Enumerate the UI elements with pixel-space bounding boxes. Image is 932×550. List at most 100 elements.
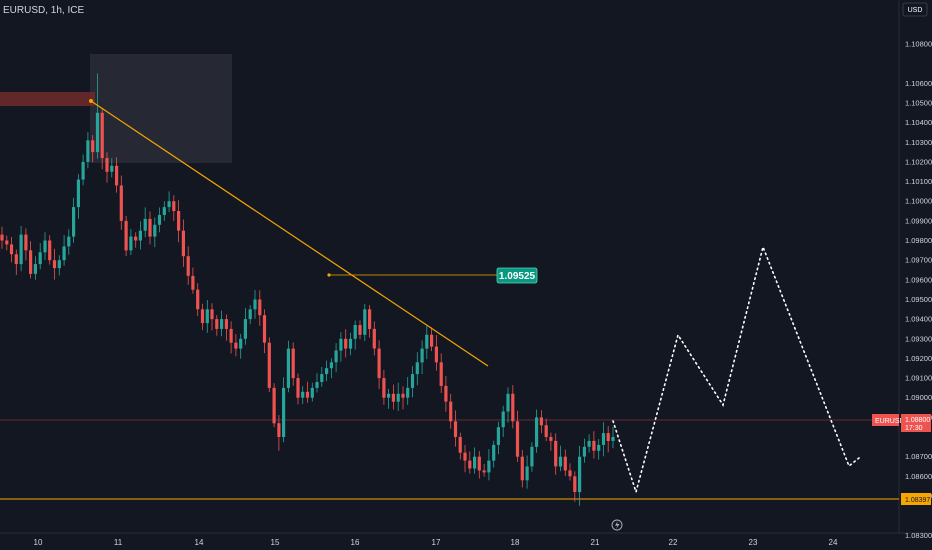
candle-body <box>334 350 338 363</box>
price-axis-label: 1.08600 <box>905 472 932 481</box>
candle-body <box>582 446 586 457</box>
candle-body <box>597 444 601 451</box>
candle-body <box>191 275 195 290</box>
price-axis-label: 1.09900 <box>905 216 932 225</box>
price-axis-label: 1.08300 <box>905 531 932 540</box>
candle-body <box>115 165 119 186</box>
candle-body <box>539 417 543 426</box>
candles-group <box>0 73 615 506</box>
candle-body <box>420 348 424 363</box>
supply-zone[interactable] <box>0 92 95 106</box>
candle-body <box>573 476 577 492</box>
candle-body <box>272 387 276 424</box>
time-axis-label: 15 <box>271 538 280 547</box>
candle-body <box>511 393 515 422</box>
candle-body <box>535 417 539 447</box>
candle-body <box>563 456 567 471</box>
price-axis-label: 1.08700 <box>905 452 932 461</box>
candle-body <box>81 161 85 180</box>
symbol-info[interactable]: EURUSD, 1h, ICE <box>3 5 84 16</box>
candle-body <box>167 201 171 208</box>
candle-body <box>601 433 606 445</box>
candle-body <box>200 309 205 324</box>
candle-body <box>492 444 496 461</box>
candle-body <box>449 401 453 422</box>
candle-body <box>72 207 76 237</box>
candle-body <box>205 309 209 324</box>
price-axis-label: 1.09800 <box>905 236 932 245</box>
price-axis-label: 1.09600 <box>905 275 932 284</box>
candle-body <box>291 348 295 379</box>
time-axis[interactable]: 10 11 14 15 16 17 18 21 22 23 24 <box>34 538 838 547</box>
time-axis-label: 24 <box>829 538 838 547</box>
candle-body <box>463 452 467 461</box>
candle-body <box>105 158 109 172</box>
candle-body <box>515 421 520 457</box>
callout-anchor[interactable] <box>327 273 331 277</box>
currency-button[interactable]: USD <box>902 2 928 17</box>
projection-path[interactable] <box>612 244 860 495</box>
candle-body <box>554 440 558 467</box>
trendline-anchor-start[interactable] <box>89 99 93 103</box>
candle-body <box>406 387 410 398</box>
candle-body <box>520 456 524 481</box>
candle-body <box>377 348 381 379</box>
candle-body <box>220 319 224 329</box>
price-axis-label: 1.09300 <box>905 334 932 343</box>
candle-body <box>148 218 152 237</box>
candle-body <box>501 411 505 428</box>
candle-body <box>568 470 572 477</box>
price-axis-label: 1.09200 <box>905 354 932 363</box>
candle-body <box>372 328 376 349</box>
candle-body <box>282 387 286 437</box>
candle-body <box>320 374 324 382</box>
candle-body <box>325 368 329 375</box>
candle-body <box>339 338 343 351</box>
price-axis-label: 1.09100 <box>905 374 932 383</box>
candle-body <box>301 391 305 398</box>
candle-body <box>587 440 591 447</box>
candle-body <box>134 236 138 241</box>
candle-body <box>157 215 162 225</box>
candle-body <box>496 427 500 445</box>
price-axis[interactable]: 1.10800 1.10600 1.10500 1.10400 1.10300 1.102… <box>905 40 932 540</box>
candle-body <box>453 421 458 437</box>
time-axis-label: 23 <box>749 538 758 547</box>
candle-body <box>387 393 391 398</box>
callout-label[interactable]: 1.09525 <box>496 267 538 284</box>
candle-body <box>358 325 362 335</box>
price-axis-label: 1.10200 <box>905 157 932 166</box>
trendline[interactable] <box>90 100 489 367</box>
candle-body <box>153 224 157 237</box>
price-axis-label: 1.10800 <box>905 40 932 49</box>
candle-body <box>439 362 443 386</box>
candle-body <box>0 234 4 241</box>
candle-body <box>119 185 123 221</box>
price-axis-label: 1.10000 <box>905 197 932 206</box>
time-axis-label: 22 <box>669 538 678 547</box>
candle-body <box>138 230 142 241</box>
candle-body <box>277 423 281 437</box>
candle-body <box>38 252 42 265</box>
candle-body <box>43 240 47 253</box>
range-box[interactable] <box>90 54 232 163</box>
candle-body <box>430 334 434 347</box>
candle-body <box>487 460 491 473</box>
candle-body <box>5 240 9 245</box>
candle-body <box>353 325 357 339</box>
candle-body <box>76 179 80 208</box>
candle-body <box>544 425 548 437</box>
candle-body <box>482 470 486 473</box>
price-tag-symbol: EURUSD <box>875 418 905 425</box>
candle-body <box>592 440 596 451</box>
time-axis-label: 17 <box>432 538 441 547</box>
time-axis-label: 10 <box>34 538 43 547</box>
candle-body <box>172 201 176 211</box>
candle-body <box>110 165 114 172</box>
lightning-icon[interactable] <box>611 519 623 531</box>
price-axis-label: 1.09000 <box>905 393 932 402</box>
candle-body <box>215 319 219 329</box>
price-tag-price: 1.08800 <box>905 417 930 424</box>
candle-body <box>91 140 95 153</box>
